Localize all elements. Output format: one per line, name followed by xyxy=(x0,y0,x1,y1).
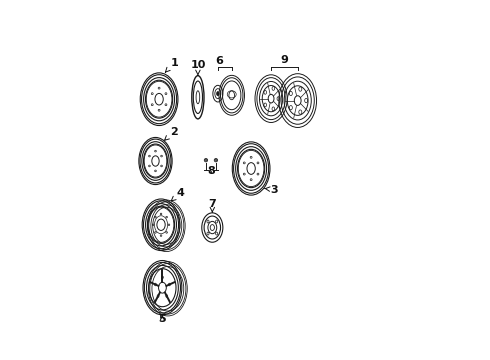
Text: 2: 2 xyxy=(165,127,178,140)
Text: 3: 3 xyxy=(265,185,278,195)
Text: 4: 4 xyxy=(171,188,184,201)
Text: 9: 9 xyxy=(280,55,288,66)
Text: 10: 10 xyxy=(190,60,206,76)
Text: 1: 1 xyxy=(165,58,178,72)
Text: 7: 7 xyxy=(208,199,216,212)
Text: 5: 5 xyxy=(159,314,166,324)
Text: 6: 6 xyxy=(215,56,223,66)
Text: 8: 8 xyxy=(207,166,215,176)
Ellipse shape xyxy=(217,91,219,96)
